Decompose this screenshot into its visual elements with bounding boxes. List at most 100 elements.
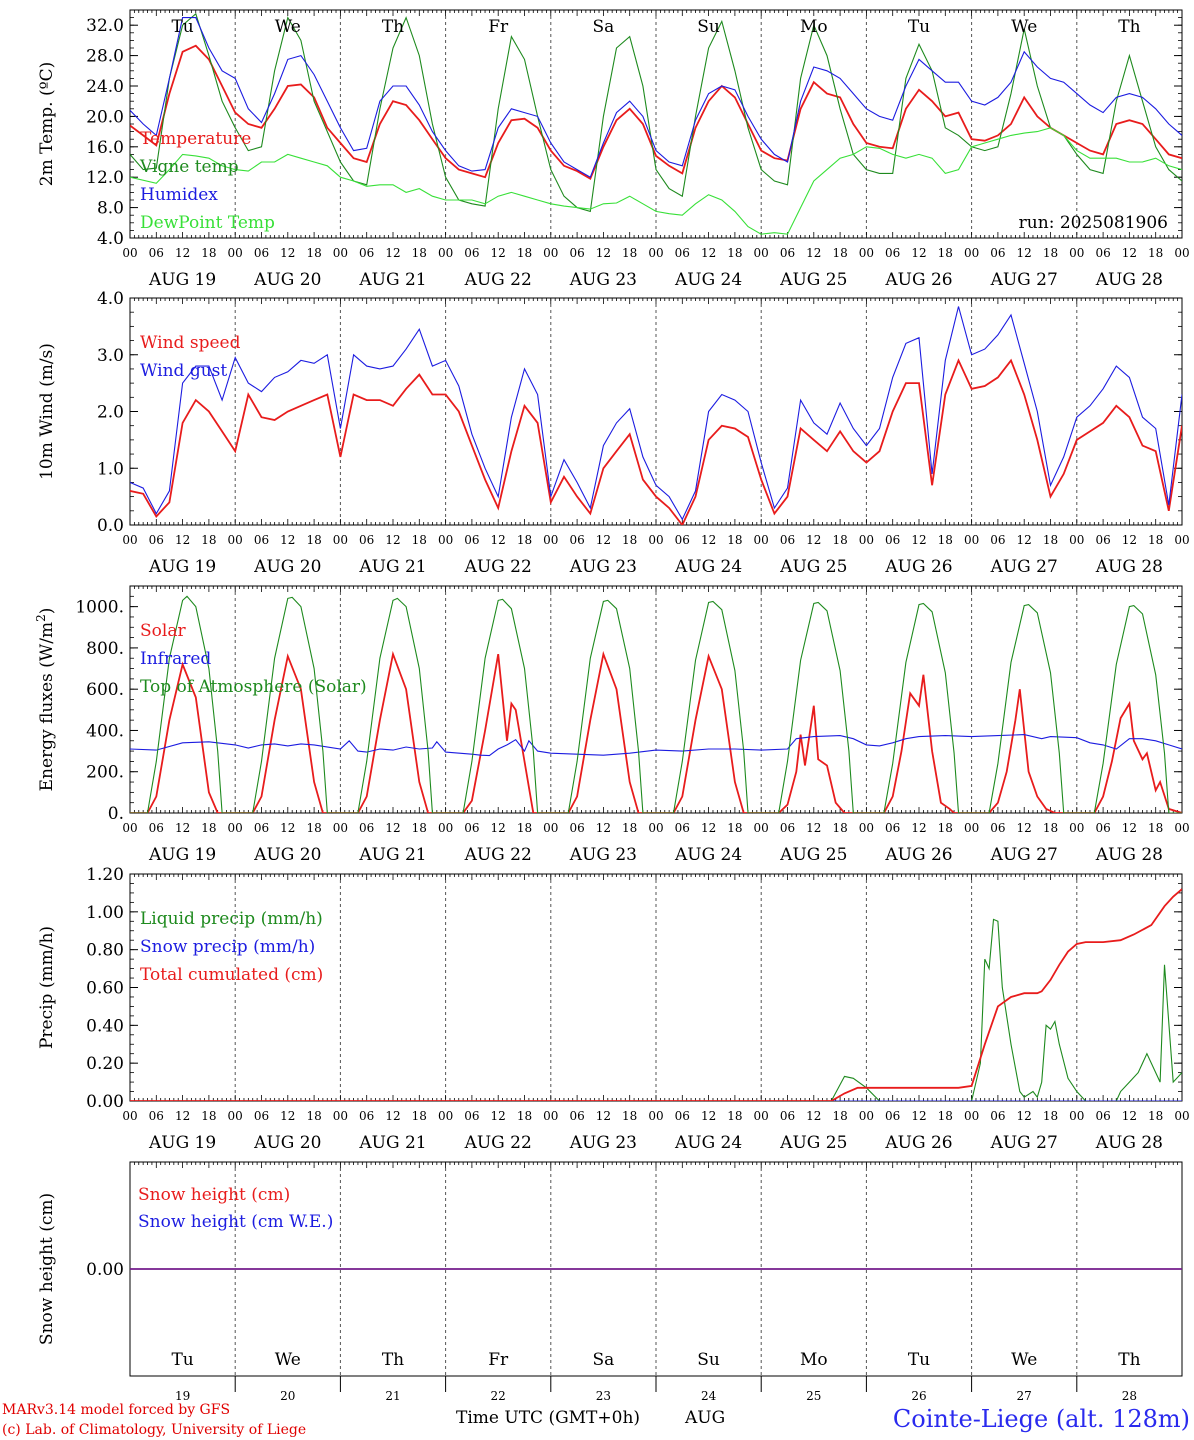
hour-tick-label: 06 xyxy=(1095,533,1110,547)
weekday-label-top: Th xyxy=(1118,17,1140,37)
date-label: AUG 20 xyxy=(253,557,321,577)
hour-tick-label: 06 xyxy=(464,246,479,260)
y-tick-label: 0.80 xyxy=(86,941,124,961)
weekday-label-bottom: We xyxy=(275,1350,301,1370)
hour-tick-label: 18 xyxy=(412,246,427,260)
hour-tick-label: 00 xyxy=(1174,1109,1189,1123)
hour-tick-label: 06 xyxy=(675,533,690,547)
hour-tick-label: 18 xyxy=(1043,821,1058,835)
day-number-label: 25 xyxy=(806,1389,821,1403)
hour-tick-label: 00 xyxy=(122,533,137,547)
y-tick-label: 0. xyxy=(108,804,124,824)
hour-tick-label: 12 xyxy=(491,533,506,547)
hour-tick-label: 06 xyxy=(464,821,479,835)
hour-tick-label: 06 xyxy=(1095,1109,1110,1123)
y-tick-label: 20.0 xyxy=(86,107,124,127)
hour-tick-label: 18 xyxy=(727,1109,742,1123)
y-tick-label: 800. xyxy=(86,639,124,659)
hour-tick-label: 18 xyxy=(517,1109,532,1123)
day-number-label: 24 xyxy=(701,1389,717,1403)
y-tick-label: 0.60 xyxy=(86,979,124,999)
weekday-label-bottom: We xyxy=(1011,1350,1037,1370)
y-tick-label: 4.0 xyxy=(97,229,124,249)
date-label: AUG 28 xyxy=(1095,270,1163,290)
y-tick-label: 1000. xyxy=(75,598,124,618)
hour-tick-label: 12 xyxy=(596,246,611,260)
date-label: AUG 27 xyxy=(990,557,1058,577)
date-label: AUG 27 xyxy=(990,270,1058,290)
legend-entry: Temperature xyxy=(140,129,251,149)
y-tick-label: 0.0 xyxy=(97,516,124,536)
weekday-label-bottom: Su xyxy=(697,1350,720,1370)
hour-tick-label: 12 xyxy=(806,246,821,260)
hour-tick-label: 06 xyxy=(569,533,584,547)
weekday-label-top: We xyxy=(1011,17,1037,37)
hour-tick-label: 06 xyxy=(885,821,900,835)
date-label: AUG 20 xyxy=(253,845,321,865)
hour-tick-label: 18 xyxy=(412,1109,427,1123)
weekday-label-bottom: Tu xyxy=(908,1350,930,1370)
hour-tick-label: 12 xyxy=(1017,1109,1032,1123)
date-label: AUG 24 xyxy=(674,1133,742,1153)
hour-tick-label: 18 xyxy=(1043,533,1058,547)
day-number-label: 28 xyxy=(1122,1389,1137,1403)
date-label: AUG 28 xyxy=(1095,557,1163,577)
hour-tick-label: 06 xyxy=(464,1109,479,1123)
hour-tick-label: 00 xyxy=(543,533,558,547)
hour-tick-label: 06 xyxy=(569,246,584,260)
hour-tick-label: 18 xyxy=(622,1109,637,1123)
series-line-vigne-temp xyxy=(130,12,1182,213)
hour-tick-label: 06 xyxy=(990,821,1005,835)
hour-tick-label: 00 xyxy=(438,533,453,547)
hour-tick-label: 18 xyxy=(201,1109,216,1123)
hour-tick-label: 00 xyxy=(438,821,453,835)
hour-tick-label: 12 xyxy=(596,1109,611,1123)
hour-tick-label: 12 xyxy=(280,533,295,547)
day-number-label: 20 xyxy=(280,1389,295,1403)
lab-credit: (c) Lab. of Climatology, University of L… xyxy=(2,1422,306,1438)
day-number-label: 19 xyxy=(175,1389,190,1403)
hour-tick-label: 12 xyxy=(1017,533,1032,547)
hour-tick-label: 00 xyxy=(754,533,769,547)
date-label: AUG 27 xyxy=(990,1133,1058,1153)
date-label: AUG 22 xyxy=(464,557,532,577)
hour-tick-label: 18 xyxy=(727,246,742,260)
hour-tick-label: 06 xyxy=(675,246,690,260)
date-label: AUG 26 xyxy=(884,1133,952,1153)
y-tick-label: 400. xyxy=(86,721,124,741)
date-label: AUG 26 xyxy=(884,270,952,290)
hour-tick-label: 18 xyxy=(622,533,637,547)
hour-tick-label: 00 xyxy=(1174,533,1189,547)
day-number-label: 21 xyxy=(385,1389,400,1403)
legend-entry: Infrared xyxy=(140,649,211,669)
weekday-label-bottom: Th xyxy=(1118,1350,1140,1370)
date-label: AUG 21 xyxy=(358,270,426,290)
hour-tick-label: 06 xyxy=(569,1109,584,1123)
hour-tick-label: 00 xyxy=(964,533,979,547)
date-label: AUG 21 xyxy=(358,1133,426,1153)
hour-tick-label: 12 xyxy=(911,821,926,835)
y-tick-label: 24.0 xyxy=(86,77,124,97)
y-tick-label: 16.0 xyxy=(86,138,124,158)
date-label: AUG 19 xyxy=(148,557,216,577)
y-tick-label: 8.0 xyxy=(97,199,124,219)
hour-tick-label: 18 xyxy=(201,246,216,260)
day-number-label: 22 xyxy=(491,1389,506,1403)
hour-tick-label: 12 xyxy=(385,1109,400,1123)
series-line-top-of-atmosphere-solar xyxy=(130,595,1182,813)
y-tick-label: 0.00 xyxy=(86,1092,124,1112)
date-label: AUG 28 xyxy=(1095,845,1163,865)
series-line-temperature xyxy=(130,44,1182,180)
hour-tick-label: 06 xyxy=(885,246,900,260)
hour-tick-label: 06 xyxy=(990,533,1005,547)
legend-entry: Snow height (cm) xyxy=(138,1185,290,1205)
hour-tick-label: 12 xyxy=(385,533,400,547)
date-label: AUG 20 xyxy=(253,1133,321,1153)
hour-tick-label: 00 xyxy=(1069,1109,1084,1123)
hour-tick-label: 06 xyxy=(149,821,164,835)
weekday-label-top: We xyxy=(275,17,301,37)
y-axis-label: Energy fluxes (W/m2) xyxy=(34,608,57,792)
hour-tick-label: 00 xyxy=(648,246,663,260)
weekday-label-top: Sa xyxy=(593,17,615,37)
hour-tick-label: 00 xyxy=(754,246,769,260)
